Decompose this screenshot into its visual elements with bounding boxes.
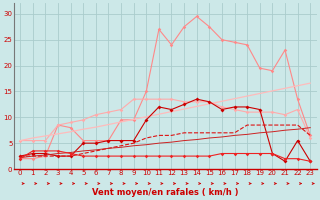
X-axis label: Vent moyen/en rafales ( km/h ): Vent moyen/en rafales ( km/h ) <box>92 188 238 197</box>
